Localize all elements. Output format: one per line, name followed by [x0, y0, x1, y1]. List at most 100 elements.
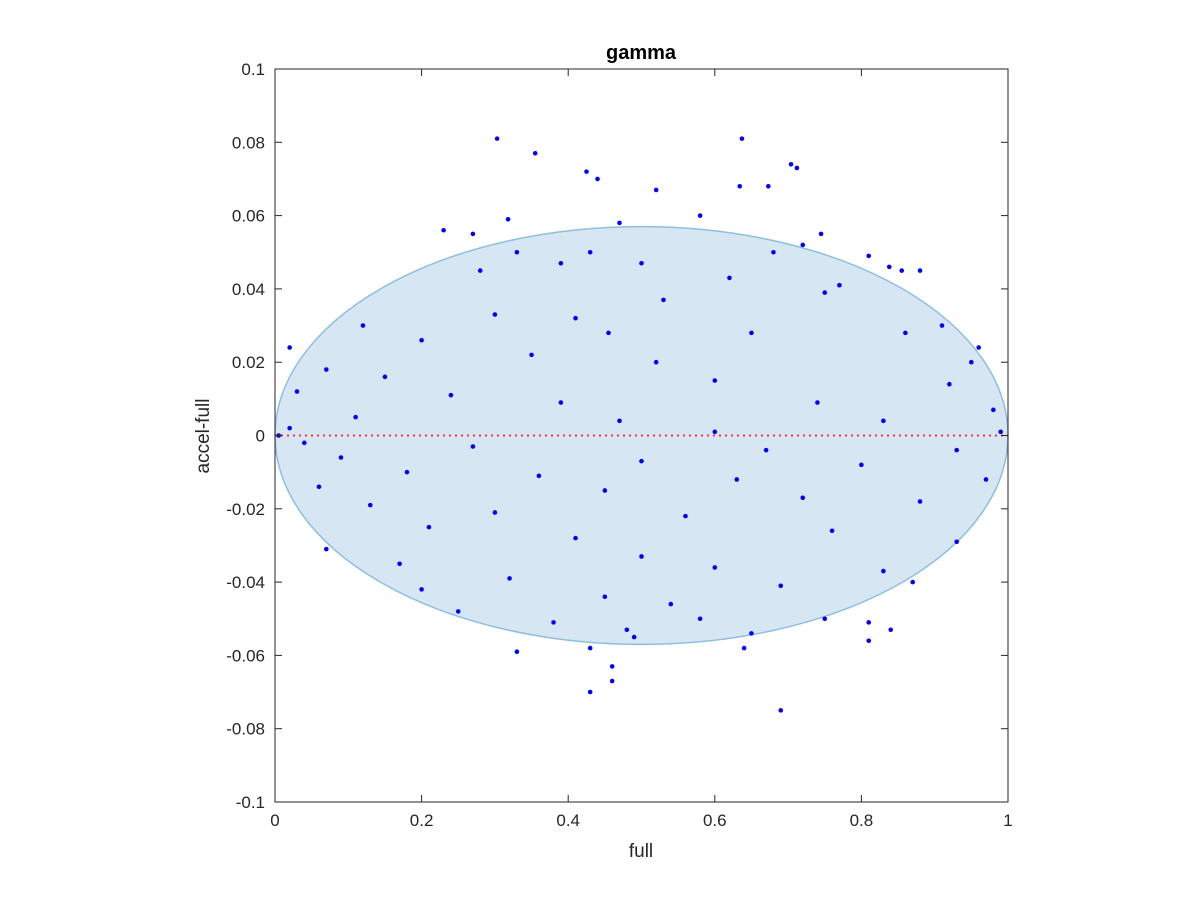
data-point	[822, 290, 828, 295]
data-point	[859, 462, 864, 468]
data-point	[587, 249, 593, 255]
data-point	[382, 374, 388, 380]
data-point	[983, 477, 989, 482]
data-point	[778, 583, 784, 589]
data-point	[470, 444, 476, 449]
data-point	[954, 539, 959, 545]
data-point	[697, 213, 703, 218]
data-point	[551, 620, 556, 625]
data-point	[712, 565, 718, 570]
plot-area	[274, 136, 1009, 713]
data-point	[558, 400, 564, 405]
y-tick-label: -0.02	[226, 500, 265, 519]
data-point	[419, 587, 424, 592]
data-point	[800, 242, 806, 248]
data-point	[866, 620, 872, 625]
data-point	[492, 510, 498, 515]
data-point	[448, 392, 454, 398]
data-point	[766, 183, 771, 189]
data-point	[888, 627, 894, 633]
data-point	[287, 425, 292, 431]
data-point	[602, 594, 608, 600]
data-point	[822, 616, 828, 622]
data-point	[697, 616, 703, 622]
data-point	[573, 535, 578, 541]
data-point	[532, 150, 538, 156]
data-point	[397, 561, 402, 567]
data-point	[609, 664, 615, 669]
data-point	[771, 249, 776, 255]
data-point	[829, 528, 835, 534]
y-tick-label: 0.04	[232, 280, 265, 299]
data-point	[419, 337, 424, 343]
axes: 0 0.2 0.4 0.6 0.8 1 -0.1 -0.08 -0.06 -0.04 -0.02 0 0…	[226, 60, 1012, 830]
data-point	[558, 260, 564, 266]
data-point	[886, 264, 892, 270]
data-point	[529, 352, 534, 358]
data-point	[606, 330, 611, 336]
data-point	[514, 249, 520, 255]
data-point	[815, 400, 820, 405]
data-point	[617, 418, 622, 424]
data-point	[737, 183, 743, 189]
data-point	[866, 638, 872, 644]
data-point	[739, 136, 745, 141]
data-point	[338, 455, 344, 460]
x-tick-label: 1	[1003, 811, 1012, 830]
y-tick-label: -0.1	[236, 793, 265, 812]
data-point	[788, 161, 794, 167]
data-point	[514, 649, 520, 655]
data-point	[477, 268, 483, 273]
data-point	[617, 220, 622, 226]
data-point	[947, 381, 952, 387]
data-point	[712, 378, 718, 383]
data-point	[954, 447, 959, 453]
data-point	[492, 312, 498, 317]
data-point	[287, 345, 292, 350]
data-point	[505, 216, 511, 222]
data-point	[866, 253, 872, 259]
data-point	[441, 227, 446, 233]
data-point	[639, 260, 644, 266]
data-point	[573, 315, 578, 321]
data-point	[536, 473, 542, 479]
data-point	[584, 169, 589, 174]
data-point	[653, 187, 659, 193]
data-point	[494, 136, 500, 141]
data-point	[881, 568, 886, 574]
data-point	[727, 275, 732, 281]
data-point	[324, 546, 329, 552]
data-point	[367, 502, 373, 508]
data-point	[734, 477, 740, 482]
data-point	[639, 554, 644, 559]
y-tick-label: 0.1	[241, 60, 265, 79]
data-point	[507, 576, 512, 581]
data-point	[749, 330, 754, 336]
data-point	[749, 631, 754, 636]
data-point	[763, 447, 769, 453]
data-point	[316, 484, 322, 490]
data-point	[939, 323, 945, 328]
x-tick-label: 0	[270, 811, 279, 830]
data-point	[910, 579, 916, 585]
data-point	[683, 513, 688, 519]
x-tick-label: 0.4	[556, 811, 580, 830]
chart-title: gamma	[606, 42, 677, 64]
x-tick-label: 0.6	[703, 811, 727, 830]
data-point	[455, 609, 461, 614]
data-point	[976, 345, 981, 350]
data-point	[602, 488, 608, 493]
data-point	[609, 678, 615, 684]
data-point	[794, 165, 800, 171]
data-point	[587, 645, 593, 651]
data-point	[741, 645, 747, 651]
data-point	[353, 414, 358, 420]
data-point	[917, 268, 923, 273]
x-tick-label: 0.8	[850, 811, 874, 830]
y-tick-label: -0.08	[226, 720, 265, 739]
data-point	[360, 323, 366, 328]
y-tick-label: 0.02	[232, 353, 265, 372]
x-axis-label: full	[629, 841, 653, 862]
y-tick-label: -0.04	[226, 573, 265, 592]
